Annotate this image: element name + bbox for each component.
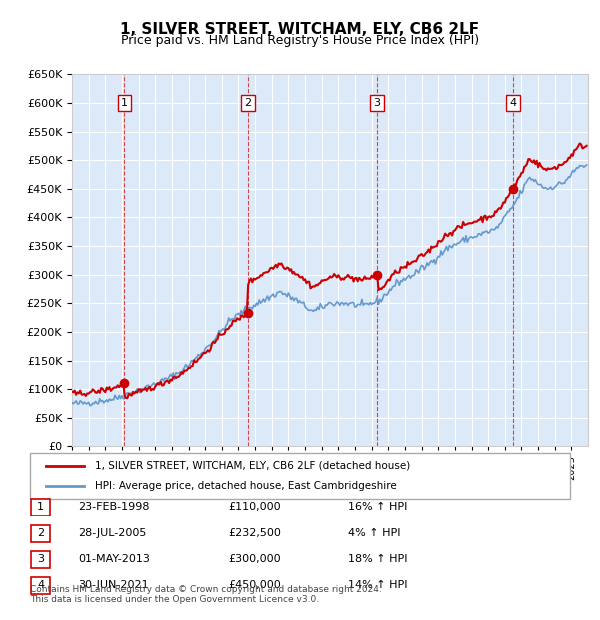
- Text: 3: 3: [374, 98, 380, 108]
- Text: 14% ↑ HPI: 14% ↑ HPI: [348, 580, 407, 590]
- Text: 30-JUN-2021: 30-JUN-2021: [78, 580, 149, 590]
- Text: 2: 2: [37, 528, 44, 538]
- Text: Price paid vs. HM Land Registry's House Price Index (HPI): Price paid vs. HM Land Registry's House …: [121, 34, 479, 47]
- FancyBboxPatch shape: [31, 551, 50, 568]
- Text: 1: 1: [37, 502, 44, 512]
- Text: 1: 1: [121, 98, 128, 108]
- Text: 1, SILVER STREET, WITCHAM, ELY, CB6 2LF: 1, SILVER STREET, WITCHAM, ELY, CB6 2LF: [121, 22, 479, 37]
- Text: 23-FEB-1998: 23-FEB-1998: [78, 502, 149, 512]
- FancyBboxPatch shape: [31, 498, 50, 516]
- Text: 2: 2: [244, 98, 251, 108]
- Text: 16% ↑ HPI: 16% ↑ HPI: [348, 502, 407, 512]
- Text: 1, SILVER STREET, WITCHAM, ELY, CB6 2LF (detached house): 1, SILVER STREET, WITCHAM, ELY, CB6 2LF …: [95, 461, 410, 471]
- Text: 4% ↑ HPI: 4% ↑ HPI: [348, 528, 401, 538]
- Text: Contains HM Land Registry data © Crown copyright and database right 2024.
This d: Contains HM Land Registry data © Crown c…: [30, 585, 382, 604]
- Text: £300,000: £300,000: [228, 554, 281, 564]
- Text: £450,000: £450,000: [228, 580, 281, 590]
- Text: 4: 4: [37, 580, 44, 590]
- Text: 4: 4: [509, 98, 517, 108]
- FancyBboxPatch shape: [30, 453, 570, 499]
- Text: HPI: Average price, detached house, East Cambridgeshire: HPI: Average price, detached house, East…: [95, 481, 397, 491]
- FancyBboxPatch shape: [31, 577, 50, 594]
- Text: £232,500: £232,500: [228, 528, 281, 538]
- Text: 28-JUL-2005: 28-JUL-2005: [78, 528, 146, 538]
- Text: 18% ↑ HPI: 18% ↑ HPI: [348, 554, 407, 564]
- FancyBboxPatch shape: [31, 525, 50, 542]
- Text: 3: 3: [37, 554, 44, 564]
- Text: £110,000: £110,000: [228, 502, 281, 512]
- Text: 01-MAY-2013: 01-MAY-2013: [78, 554, 150, 564]
